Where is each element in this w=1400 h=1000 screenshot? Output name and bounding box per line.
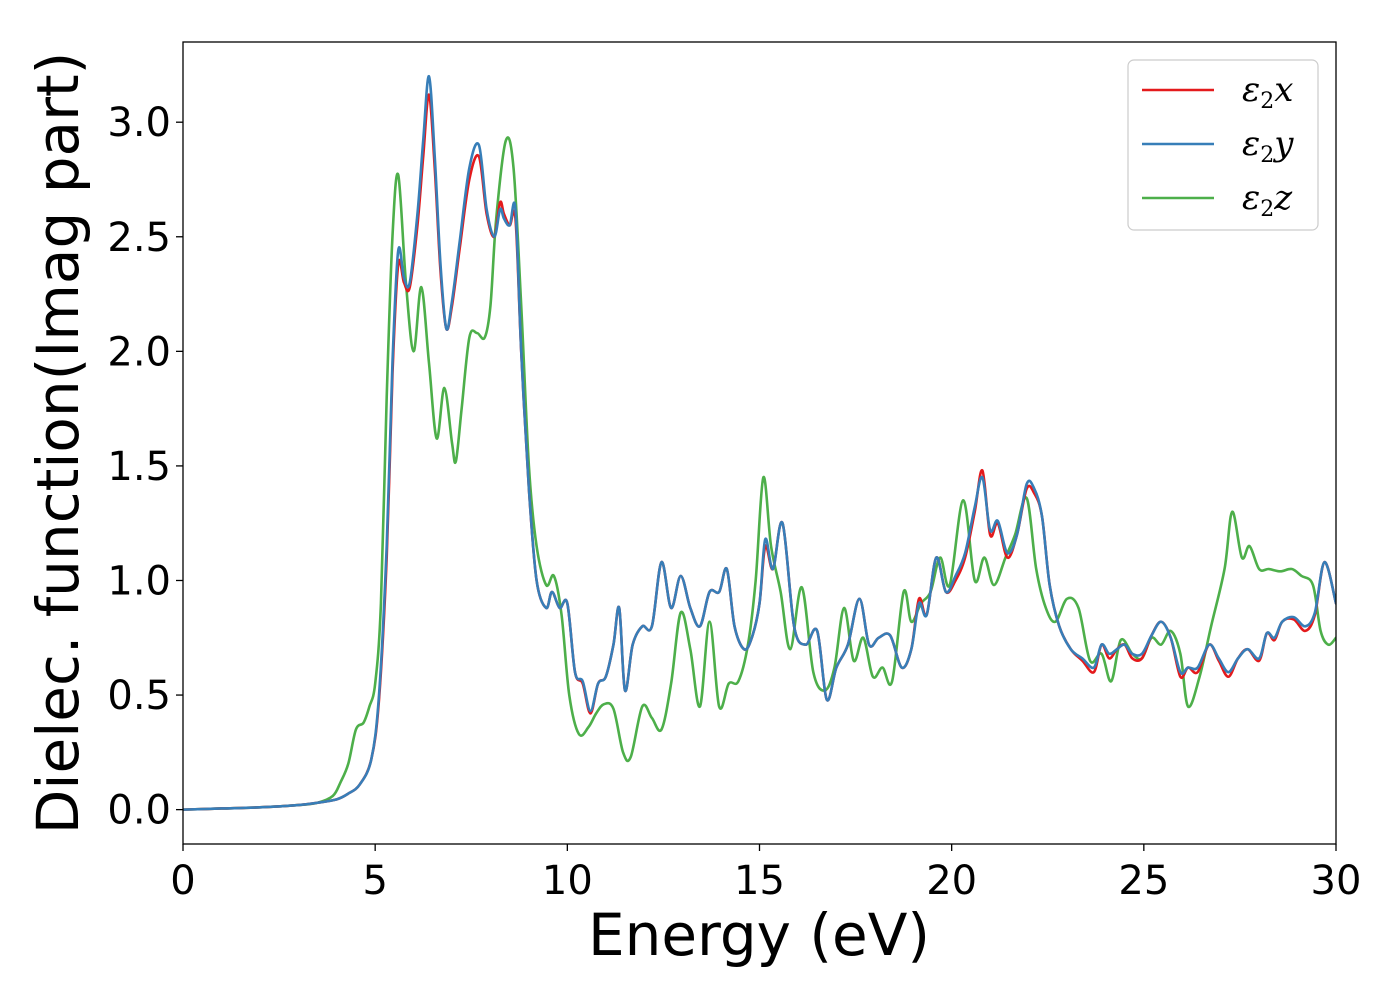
- legend-frame: [1127, 59, 1319, 231]
- legend: ε2x ε2y ε2z: [1127, 59, 1319, 231]
- x-tick-label: 10: [542, 858, 593, 904]
- legend-label-x: ε2x: [1242, 70, 1293, 114]
- x-tick-label: 5: [362, 858, 387, 904]
- x-tick-label: 20: [926, 858, 977, 904]
- x-tick-label: 25: [1118, 858, 1169, 904]
- y-tick-label: 1.0: [107, 558, 171, 604]
- series-layer: [183, 75, 1336, 811]
- series-line-z: [183, 136, 1336, 811]
- y-tick-label: 2.0: [107, 329, 171, 375]
- x-tick-label: 30: [1311, 858, 1362, 904]
- tick-layer: 0 5 10 15 20 25 30 0.0 0.5 1.0 1.5 2.0 2.5 3.0: [107, 100, 1361, 904]
- legend-label-y: ε2y: [1242, 124, 1294, 168]
- y-tick-label: 0.5: [107, 673, 171, 719]
- x-axis-label: Energy (eV): [588, 901, 930, 969]
- x-tick-label: 15: [734, 858, 785, 904]
- series-line-y: [183, 75, 1336, 811]
- y-tick-label: 2.5: [107, 215, 171, 261]
- y-tick-label: 3.0: [107, 100, 171, 146]
- y-tick-label: 1.5: [107, 444, 171, 490]
- legend-label-z: ε2z: [1242, 178, 1293, 222]
- y-axis-label: Dielec. function(Imag part): [24, 52, 92, 835]
- y-tick-label: 0.0: [107, 788, 171, 834]
- x-tick-label: 0: [170, 858, 195, 904]
